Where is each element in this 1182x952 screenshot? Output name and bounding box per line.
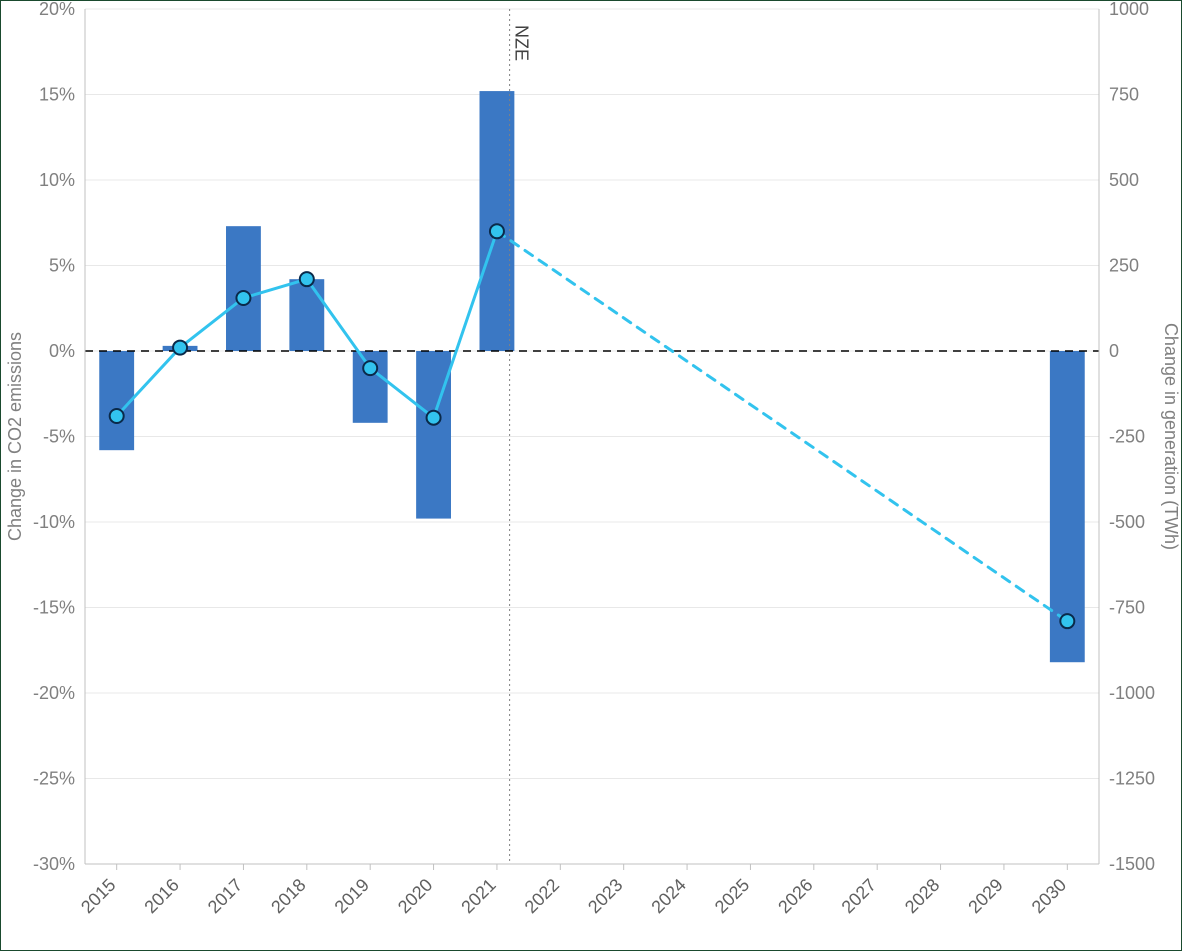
y-right-axis-title: Change in generation (TWh) bbox=[1161, 323, 1181, 550]
bar bbox=[416, 351, 451, 519]
x-tick-label: 2020 bbox=[394, 875, 436, 917]
chart-container: NZE -30% -25% -20% -15% -10% -5% 0% 5% 10% 15% 20% -… bbox=[0, 0, 1182, 951]
y-left-tick-label: 5% bbox=[49, 256, 75, 276]
y-right-tick-label: -1000 bbox=[1109, 683, 1155, 703]
bar bbox=[226, 226, 261, 351]
x-tick-label: 2018 bbox=[267, 875, 309, 917]
y-right-tick-label: -1250 bbox=[1109, 769, 1155, 789]
x-tick-label: 2017 bbox=[204, 875, 246, 917]
x-tick-label: 2015 bbox=[77, 875, 119, 917]
y-left-tick-label: 20% bbox=[39, 1, 75, 19]
line-marker bbox=[427, 411, 441, 425]
y-left-tick-label: -20% bbox=[33, 683, 75, 703]
y-right-tick-label: 0 bbox=[1109, 341, 1119, 361]
x-tick-label: 2023 bbox=[584, 875, 626, 917]
x-tick-label: 2025 bbox=[711, 875, 753, 917]
x-tick-label: 2027 bbox=[838, 875, 880, 917]
y-left-axis-title: Change in CO2 emissions bbox=[5, 332, 25, 541]
x-tick-label: 2021 bbox=[457, 875, 499, 917]
y-left-tick-label: -30% bbox=[33, 854, 75, 874]
y-left-tick-label: -25% bbox=[33, 769, 75, 789]
x-tick-label: 2030 bbox=[1028, 875, 1070, 917]
y-left-tick-label: 0% bbox=[49, 341, 75, 361]
x-tick-label: 2026 bbox=[774, 875, 816, 917]
bar bbox=[99, 351, 134, 450]
y-left-tick-label: -10% bbox=[33, 512, 75, 532]
x-tick-label: 2024 bbox=[647, 875, 689, 917]
line-marker bbox=[173, 341, 187, 355]
line-marker bbox=[363, 361, 377, 375]
x-tick-label: 2029 bbox=[964, 875, 1006, 917]
line-marker bbox=[490, 224, 504, 238]
line-marker bbox=[1060, 614, 1074, 628]
nze-label: NZE bbox=[512, 25, 532, 61]
y-right-tick-label: 500 bbox=[1109, 170, 1139, 190]
x-tick-label: 2028 bbox=[901, 875, 943, 917]
y-right-tick-label: 750 bbox=[1109, 85, 1139, 105]
y-right-tick-label: -750 bbox=[1109, 598, 1145, 618]
line-marker bbox=[110, 409, 124, 423]
line-dashed bbox=[497, 231, 1067, 621]
x-tick-label: 2019 bbox=[331, 875, 373, 917]
y-left-tick-label: 10% bbox=[39, 170, 75, 190]
y-right-tick-label: -250 bbox=[1109, 427, 1145, 447]
bar bbox=[289, 279, 324, 351]
y-left-tick-label: -5% bbox=[43, 427, 75, 447]
y-right-tick-label: -1500 bbox=[1109, 854, 1155, 874]
x-tick-label: 2016 bbox=[140, 875, 182, 917]
y-right-tick-label: 1000 bbox=[1109, 1, 1149, 19]
line-marker bbox=[236, 291, 250, 305]
y-right-tick-label: -500 bbox=[1109, 512, 1145, 532]
y-left-tick-label: 15% bbox=[39, 85, 75, 105]
y-right-tick-label: 250 bbox=[1109, 256, 1139, 276]
chart-svg: NZE -30% -25% -20% -15% -10% -5% 0% 5% 10% 15% 20% -… bbox=[1, 1, 1182, 952]
x-tick-label: 2022 bbox=[521, 875, 563, 917]
line-marker bbox=[300, 272, 314, 286]
y-left-tick-label: -15% bbox=[33, 598, 75, 618]
